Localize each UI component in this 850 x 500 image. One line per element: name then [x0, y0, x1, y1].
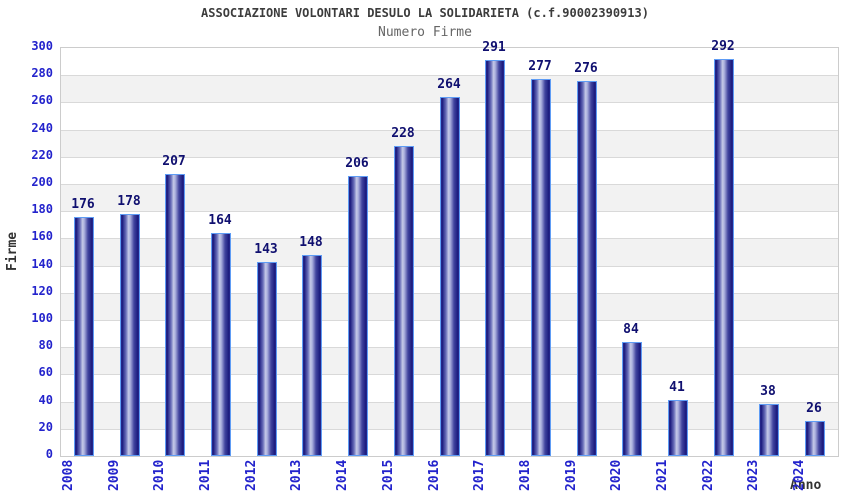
bar	[577, 81, 597, 456]
y-tick-label: 160	[31, 229, 53, 244]
bar	[165, 174, 185, 456]
bar	[759, 404, 779, 456]
bar	[485, 60, 505, 456]
x-tick-label: 2023	[746, 459, 761, 491]
y-tick-label: 260	[31, 93, 53, 108]
gridline	[61, 75, 838, 76]
bar-value-label: 164	[208, 213, 232, 228]
x-tick-label: 2010	[152, 459, 167, 491]
x-tick-label: 2019	[564, 459, 579, 491]
chart-subtitle: Numero Firme	[378, 25, 472, 40]
bar-value-label: 276	[574, 61, 598, 76]
bar	[211, 233, 231, 456]
bar-value-label: 38	[760, 384, 776, 399]
x-tick-label: 2011	[198, 459, 213, 491]
bar	[805, 421, 825, 456]
y-tick-label: 80	[38, 338, 53, 353]
bar	[348, 176, 368, 456]
x-tick-label: 2012	[244, 459, 259, 491]
x-tick-label: 2014	[335, 459, 350, 491]
y-tick-label: 180	[31, 202, 53, 217]
y-tick-label: 120	[31, 283, 53, 298]
x-tick-label: 2013	[289, 459, 304, 491]
bar-value-label: 206	[345, 156, 369, 171]
y-tick-label: 280	[31, 66, 53, 81]
y-tick-label: 140	[31, 256, 53, 271]
x-tick-label: 2017	[472, 459, 487, 491]
x-tick-label: 2015	[381, 459, 396, 491]
bar	[120, 214, 140, 456]
bar-value-label: 26	[806, 401, 822, 416]
x-tick-label: 2009	[107, 459, 122, 491]
y-tick-label: 220	[31, 147, 53, 162]
bar-value-label: 176	[71, 197, 95, 212]
y-tick-label: 200	[31, 175, 53, 189]
x-tick-label: 2016	[427, 459, 442, 491]
y-tick-label: 60	[38, 365, 53, 380]
bar	[668, 400, 688, 456]
bar	[74, 217, 94, 456]
bar-value-label: 292	[711, 39, 735, 54]
y-tick-label: 40	[38, 392, 53, 407]
x-tick-label: 2018	[518, 459, 533, 491]
bar-value-label: 148	[299, 235, 323, 250]
bar	[531, 79, 551, 456]
bar-value-label: 291	[482, 40, 506, 55]
bar	[257, 262, 277, 456]
bar-value-label: 41	[669, 380, 685, 395]
bar-value-label: 178	[117, 194, 141, 209]
bar-value-label: 143	[254, 242, 278, 257]
bar-value-label: 264	[437, 77, 461, 92]
x-tick-label: 2022	[701, 459, 716, 491]
x-axis-title: Anno	[790, 478, 822, 493]
bar	[302, 255, 322, 456]
y-tick-label: 20	[38, 419, 53, 434]
x-tick-label: 2008	[61, 459, 76, 491]
plot-band	[61, 48, 838, 76]
bar-value-label: 84	[623, 322, 639, 337]
bar	[714, 59, 734, 456]
plot-area	[60, 47, 839, 457]
x-tick-label: 2021	[655, 459, 670, 491]
bar-value-label: 277	[528, 59, 552, 74]
bar	[440, 97, 460, 456]
bar-value-label: 207	[162, 154, 186, 169]
bar	[394, 146, 414, 456]
y-tick-label: 300	[31, 39, 53, 53]
x-tick-label: 2024	[792, 459, 807, 491]
bar	[622, 342, 642, 456]
y-tick-label: 240	[31, 120, 53, 135]
y-tick-label: 100	[31, 311, 53, 325]
x-tick-label: 2020	[609, 459, 624, 491]
y-tick-label: 0	[45, 447, 53, 461]
bar-value-label: 228	[391, 126, 415, 141]
chart-title: ASSOCIAZIONE VOLONTARI DESULO LA SOLIDAR…	[201, 6, 649, 20]
